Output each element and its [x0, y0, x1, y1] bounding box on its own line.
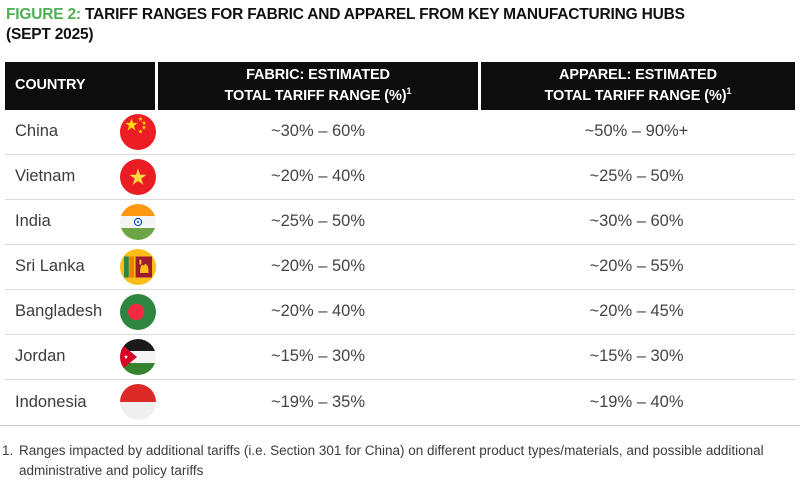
fabric-tariff-value: ~30% – 60%	[270, 122, 366, 141]
table-row: Sri Lanka ~20% – 50% ~20% – 55%	[5, 245, 795, 290]
country-cell: China	[5, 114, 158, 150]
fabric-tariff-value: ~19% – 35%	[270, 392, 366, 411]
apparel-tariff-value: ~20% – 45%	[589, 302, 684, 321]
apparel-tariff-value: ~50% – 90%+	[584, 122, 689, 141]
country-cell: India	[5, 204, 158, 240]
fabric-tariff-value: ~20% – 40%	[270, 167, 366, 186]
footnote-text: Ranges impacted by additional tariffs (i…	[19, 442, 764, 478]
country-name: Sri Lanka	[15, 257, 85, 276]
china-flag-icon	[120, 114, 156, 150]
country-cell: Vietnam	[5, 159, 158, 195]
vietnam-flag-icon	[120, 159, 156, 195]
country-name: Jordan	[15, 347, 66, 366]
apparel-tariff-value: ~20% – 55%	[589, 257, 684, 276]
country-cell: Jordan	[5, 339, 158, 375]
bangladesh-flag-icon	[120, 294, 156, 330]
country-name: Vietnam	[15, 167, 76, 186]
table-header-row: COUNTRY FABRIC: ESTIMATED TOTAL TARIFF R…	[5, 61, 795, 110]
apparel-tariff-value: ~25% – 50%	[589, 167, 684, 186]
fabric-tariff-value: ~20% – 40%	[270, 302, 366, 321]
table-bottom-divider	[0, 424, 800, 426]
column-header-apparel: APPAREL: ESTIMATED TOTAL TARIFF RANGE (%…	[481, 61, 795, 110]
table-row: Vietnam ~20% – 40% ~25% – 50%	[5, 155, 795, 200]
sri-lanka-flag-icon	[120, 249, 156, 285]
country-cell: Indonesia	[5, 384, 158, 420]
footnote-marker: 1.	[2, 442, 14, 458]
country-name: India	[15, 212, 51, 231]
jordan-flag-icon	[120, 339, 156, 375]
fabric-header-line1: FABRIC: ESTIMATED	[246, 66, 390, 83]
footnote-ref: 1	[726, 85, 732, 96]
india-flag-icon	[120, 204, 156, 240]
table-row: Indonesia ~19% – 35% ~19% – 40%	[5, 380, 795, 425]
fabric-tariff-value: ~20% – 50%	[270, 257, 366, 276]
apparel-tariff-value: ~15% – 30%	[589, 347, 684, 366]
table-body: China ~30% – 60% ~50% – 90%+ Vietnam ~20…	[5, 110, 795, 425]
footnote: 1. Ranges impacted by additional tariffs…	[0, 426, 800, 482]
figure-title-text: TARIFF RANGES FOR FABRIC AND APPAREL FRO…	[84, 6, 685, 23]
country-name: China	[15, 122, 59, 141]
table-row: Jordan ~15% – 30% ~15% – 30%	[5, 335, 795, 380]
country-name: Indonesia	[15, 392, 87, 411]
country-cell: Sri Lanka	[5, 249, 158, 285]
apparel-header-line2: TOTAL TARIFF RANGE (%)1	[544, 85, 732, 104]
apparel-tariff-value: ~19% – 40%	[589, 392, 684, 411]
country-name: Bangladesh	[15, 302, 103, 321]
column-header-country-label: COUNTRY	[15, 77, 86, 94]
table-row: India ~25% – 50% ~30% – 60%	[5, 200, 795, 245]
column-header-fabric: FABRIC: ESTIMATED TOTAL TARIFF RANGE (%)…	[158, 61, 478, 110]
figure-date-line: (SEPT 2025)	[6, 25, 94, 43]
footnote-ref: 1	[406, 85, 412, 96]
figure-title: FIGURE 2: TARIFF RANGES FOR FABRIC AND A…	[0, 0, 800, 45]
apparel-header-line1: APPAREL: ESTIMATED	[559, 66, 717, 83]
figure-label: FIGURE 2:	[6, 6, 81, 23]
fabric-tariff-value: ~25% – 50%	[270, 212, 366, 231]
column-header-country: COUNTRY	[5, 61, 155, 110]
apparel-tariff-value: ~30% – 60%	[589, 212, 684, 231]
fabric-header-line2: TOTAL TARIFF RANGE (%)1	[224, 85, 412, 104]
indonesia-flag-icon	[120, 384, 156, 420]
fabric-tariff-value: ~15% – 30%	[270, 347, 366, 366]
country-cell: Bangladesh	[5, 294, 158, 330]
table-row: China ~30% – 60% ~50% – 90%+	[5, 110, 795, 155]
table-row: Bangladesh ~20% – 40% ~20% – 45%	[5, 290, 795, 335]
tariff-table: COUNTRY FABRIC: ESTIMATED TOTAL TARIFF R…	[5, 61, 795, 425]
